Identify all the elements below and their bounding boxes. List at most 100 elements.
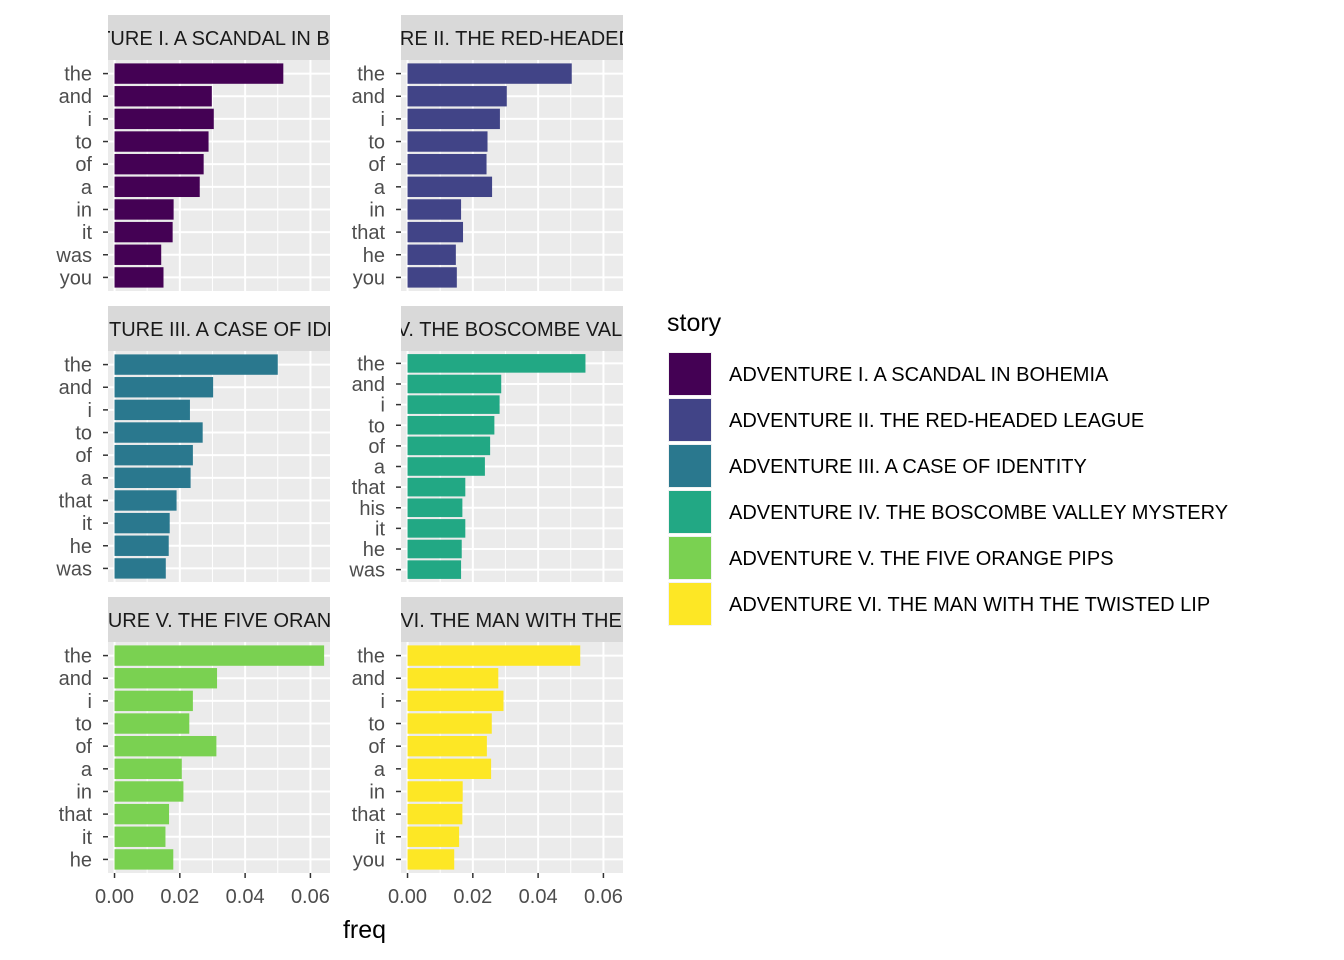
bar-that bbox=[407, 803, 463, 825]
bar-to bbox=[114, 422, 203, 443]
legend-entry: ADVENTURE I. A SCANDAL IN BOHEMIA bbox=[668, 352, 1109, 396]
y-tick-label: and bbox=[59, 668, 92, 690]
x-tick-label: 0.06 bbox=[584, 886, 623, 908]
y-tick-label: the bbox=[64, 64, 92, 86]
y-tick-label: it bbox=[82, 222, 92, 244]
y-tick-label: of bbox=[75, 736, 92, 758]
y-tick-label: and bbox=[352, 374, 385, 396]
bar-of bbox=[114, 153, 204, 175]
y-tick-label: of bbox=[75, 445, 92, 467]
bar-he bbox=[407, 244, 456, 265]
y-tick-label: that bbox=[59, 804, 93, 826]
bar-a bbox=[114, 758, 182, 780]
y-tick-label: in bbox=[369, 199, 385, 221]
y-tick-label: that bbox=[352, 477, 386, 499]
bar-the bbox=[407, 63, 572, 84]
bar-to bbox=[407, 131, 488, 152]
y-tick-label: his bbox=[359, 498, 385, 520]
y-tick-label: to bbox=[75, 423, 92, 445]
x-tick-label: 0.00 bbox=[388, 886, 427, 908]
bar-to bbox=[114, 131, 209, 152]
x-tick-label: 0.00 bbox=[95, 886, 134, 908]
y-tick-label: the bbox=[357, 646, 385, 668]
bar-a bbox=[114, 176, 200, 198]
bar-it bbox=[114, 512, 170, 534]
y-tick-label: was bbox=[55, 558, 92, 580]
strip-background bbox=[108, 306, 330, 351]
strip-background bbox=[108, 15, 330, 60]
x-tick-label: 0.04 bbox=[226, 886, 265, 908]
y-tick-label: to bbox=[75, 714, 92, 736]
y-tick-label: and bbox=[59, 86, 92, 108]
strip-background bbox=[401, 597, 623, 642]
y-tick-label: to bbox=[368, 415, 385, 437]
legend-label: ADVENTURE V. THE FIVE ORANGE PIPS bbox=[729, 548, 1114, 570]
legend-label: ADVENTURE II. THE RED-HEADED LEAGUE bbox=[729, 410, 1144, 432]
strip-background bbox=[108, 597, 330, 642]
y-tick-label: that bbox=[59, 490, 93, 512]
bar-was bbox=[407, 560, 462, 579]
y-tick-label: to bbox=[75, 132, 92, 154]
y-tick-label: the bbox=[64, 355, 92, 377]
strip-background bbox=[401, 306, 623, 351]
legend-entry: ADVENTURE V. THE FIVE ORANGE PIPS bbox=[668, 536, 1114, 580]
strip-label: ADVENTURE VI. THE MAN WITH THE TWISTED L… bbox=[271, 610, 752, 632]
bar-i bbox=[114, 399, 190, 421]
facet-strip: ADVENTURE V. THE FIVE ORANGE PIPS bbox=[108, 597, 330, 642]
y-tick-label: it bbox=[375, 518, 385, 540]
legend-label: ADVENTURE VI. THE MAN WITH THE TWISTED L… bbox=[729, 594, 1210, 616]
strip-label: ADVENTURE II. THE RED-HEADED LEAGUE bbox=[304, 28, 719, 50]
bar-i bbox=[114, 108, 214, 130]
bar-a bbox=[407, 457, 485, 476]
y-tick-label: to bbox=[368, 714, 385, 736]
y-tick-label: he bbox=[363, 245, 385, 267]
legend-label: ADVENTURE I. A SCANDAL IN BOHEMIA bbox=[729, 364, 1109, 386]
y-tick-label: he bbox=[363, 539, 385, 561]
y-tick-label: i bbox=[88, 691, 92, 713]
legend-swatch bbox=[669, 445, 711, 487]
bar-to bbox=[407, 713, 492, 734]
y-tick-label: i bbox=[88, 400, 92, 422]
y-tick-label: a bbox=[81, 468, 93, 490]
bar-that bbox=[114, 490, 177, 511]
y-tick-label: in bbox=[76, 199, 92, 221]
y-tick-label: you bbox=[353, 849, 385, 871]
y-tick-label: it bbox=[82, 513, 92, 535]
y-tick-label: a bbox=[81, 177, 93, 199]
y-tick-label: it bbox=[375, 827, 385, 849]
bar-and bbox=[407, 86, 507, 107]
bar-he bbox=[407, 539, 462, 559]
bar-a bbox=[407, 758, 492, 780]
y-tick-label: a bbox=[374, 759, 386, 781]
y-tick-label: and bbox=[352, 86, 385, 108]
bar-the bbox=[407, 354, 586, 373]
y-tick-label: of bbox=[368, 436, 385, 458]
bar-it bbox=[114, 221, 173, 243]
bar-in bbox=[407, 781, 463, 802]
x-tick-label: 0.06 bbox=[291, 886, 330, 908]
y-tick-label: the bbox=[357, 64, 385, 86]
strip-background bbox=[401, 15, 623, 60]
legend-swatch bbox=[669, 353, 711, 395]
x-tick-label: 0.04 bbox=[519, 886, 558, 908]
bar-of bbox=[407, 436, 491, 456]
y-tick-label: you bbox=[353, 267, 385, 289]
legend-label: ADVENTURE III. A CASE OF IDENTITY bbox=[729, 456, 1087, 478]
y-tick-label: in bbox=[76, 781, 92, 803]
y-tick-label: a bbox=[374, 177, 386, 199]
legend-swatch bbox=[669, 491, 711, 533]
y-tick-label: a bbox=[374, 457, 386, 479]
x-tick-label: 0.02 bbox=[160, 886, 199, 908]
legend-swatch bbox=[669, 537, 711, 579]
bar-that bbox=[407, 477, 466, 497]
bar-he bbox=[114, 535, 169, 556]
bar-he bbox=[114, 849, 174, 870]
bar-and bbox=[407, 374, 502, 394]
y-tick-label: the bbox=[357, 353, 385, 375]
bar-i bbox=[407, 690, 504, 712]
bar-i bbox=[114, 690, 193, 712]
